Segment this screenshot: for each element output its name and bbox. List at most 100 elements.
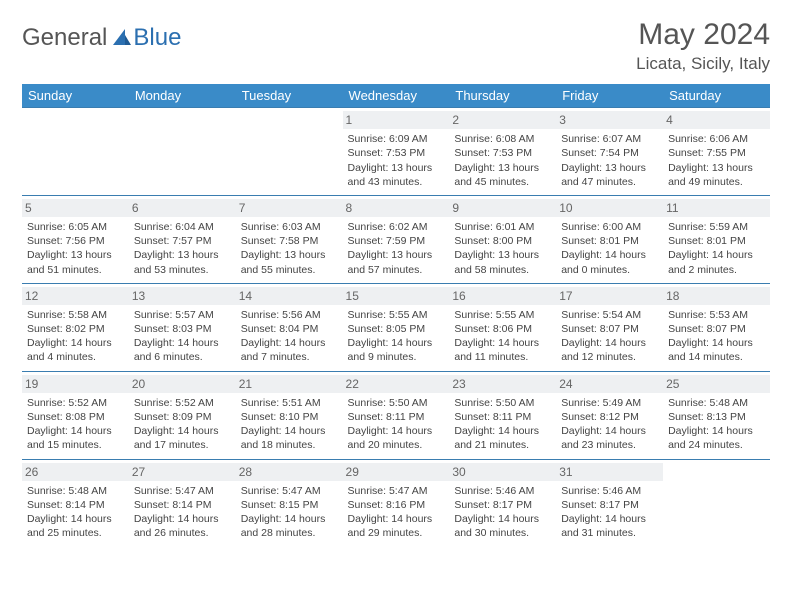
day-number: 25 bbox=[663, 375, 770, 393]
day-number: 2 bbox=[449, 111, 556, 129]
calendar-cell: 13Sunrise: 5:57 AMSunset: 8:03 PMDayligh… bbox=[129, 283, 236, 371]
day-number: 21 bbox=[236, 375, 343, 393]
daylight-line: Daylight: 14 hours and 4 minutes. bbox=[27, 336, 124, 364]
sunset-line: Sunset: 8:13 PM bbox=[668, 410, 765, 424]
calendar-cell bbox=[663, 459, 770, 546]
sunrise-line: Sunrise: 5:58 AM bbox=[27, 308, 124, 322]
sunrise-line: Sunrise: 5:47 AM bbox=[348, 484, 445, 498]
calendar-cell: 28Sunrise: 5:47 AMSunset: 8:15 PMDayligh… bbox=[236, 459, 343, 546]
sunset-line: Sunset: 8:07 PM bbox=[561, 322, 658, 336]
daylight-line: Daylight: 14 hours and 15 minutes. bbox=[27, 424, 124, 452]
daylight-line: Daylight: 14 hours and 29 minutes. bbox=[348, 512, 445, 540]
sunset-line: Sunset: 8:11 PM bbox=[454, 410, 551, 424]
calendar-cell: 9Sunrise: 6:01 AMSunset: 8:00 PMDaylight… bbox=[449, 195, 556, 283]
sunrise-line: Sunrise: 5:47 AM bbox=[134, 484, 231, 498]
sunset-line: Sunset: 7:59 PM bbox=[348, 234, 445, 248]
sunrise-line: Sunrise: 6:03 AM bbox=[241, 220, 338, 234]
sunrise-line: Sunrise: 6:07 AM bbox=[561, 132, 658, 146]
sunrise-line: Sunrise: 5:56 AM bbox=[241, 308, 338, 322]
day-number: 31 bbox=[556, 463, 663, 481]
weekday-header: Sunday bbox=[22, 84, 129, 108]
sunset-line: Sunset: 8:11 PM bbox=[348, 410, 445, 424]
sunset-line: Sunset: 8:09 PM bbox=[134, 410, 231, 424]
calendar-cell bbox=[236, 108, 343, 196]
sunrise-line: Sunrise: 5:46 AM bbox=[454, 484, 551, 498]
daylight-line: Daylight: 14 hours and 6 minutes. bbox=[134, 336, 231, 364]
daylight-line: Daylight: 14 hours and 18 minutes. bbox=[241, 424, 338, 452]
sunrise-line: Sunrise: 5:48 AM bbox=[27, 484, 124, 498]
brand-sail-icon bbox=[111, 27, 133, 49]
daylight-line: Daylight: 14 hours and 17 minutes. bbox=[134, 424, 231, 452]
day-number: 22 bbox=[343, 375, 450, 393]
calendar-cell: 14Sunrise: 5:56 AMSunset: 8:04 PMDayligh… bbox=[236, 283, 343, 371]
daylight-line: Daylight: 14 hours and 20 minutes. bbox=[348, 424, 445, 452]
sunrise-line: Sunrise: 5:50 AM bbox=[348, 396, 445, 410]
calendar-cell: 3Sunrise: 6:07 AMSunset: 7:54 PMDaylight… bbox=[556, 108, 663, 196]
calendar-cell: 25Sunrise: 5:48 AMSunset: 8:13 PMDayligh… bbox=[663, 371, 770, 459]
daylight-line: Daylight: 14 hours and 11 minutes. bbox=[454, 336, 551, 364]
weekday-header: Wednesday bbox=[343, 84, 450, 108]
calendar-cell: 17Sunrise: 5:54 AMSunset: 8:07 PMDayligh… bbox=[556, 283, 663, 371]
sunrise-line: Sunrise: 6:01 AM bbox=[454, 220, 551, 234]
calendar-cell: 30 Sunrise: 5:46 AMSunset: 8:17 PMDayligh… bbox=[449, 459, 556, 546]
sunrise-line: Sunrise: 6:06 AM bbox=[668, 132, 765, 146]
day-number: 30 bbox=[449, 463, 556, 481]
daylight-line: Daylight: 14 hours and 28 minutes. bbox=[241, 512, 338, 540]
sunset-line: Sunset: 7:53 PM bbox=[348, 146, 445, 160]
day-number: 16 bbox=[449, 287, 556, 305]
sunset-line: Sunset: 8:05 PM bbox=[348, 322, 445, 336]
sunrise-line: Sunrise: 6:02 AM bbox=[348, 220, 445, 234]
day-number: 19 bbox=[22, 375, 129, 393]
daylight-line: Daylight: 13 hours and 51 minutes. bbox=[27, 248, 124, 276]
weekday-header: Thursday bbox=[449, 84, 556, 108]
calendar-cell: 20Sunrise: 5:52 AMSunset: 8:09 PMDayligh… bbox=[129, 371, 236, 459]
sunset-line: Sunset: 7:56 PM bbox=[27, 234, 124, 248]
daylight-line: Daylight: 14 hours and 2 minutes. bbox=[668, 248, 765, 276]
daylight-line: Daylight: 13 hours and 49 minutes. bbox=[668, 161, 765, 189]
day-number: 24 bbox=[556, 375, 663, 393]
sunset-line: Sunset: 7:53 PM bbox=[454, 146, 551, 160]
sunset-line: Sunset: 8:08 PM bbox=[27, 410, 124, 424]
daylight-line: Daylight: 13 hours and 47 minutes. bbox=[561, 161, 658, 189]
day-number: 4 bbox=[663, 111, 770, 129]
daylight-line: Daylight: 13 hours and 55 minutes. bbox=[241, 248, 338, 276]
calendar-cell: 27Sunrise: 5:47 AMSunset: 8:14 PMDayligh… bbox=[129, 459, 236, 546]
daylight-line: Daylight: 14 hours and 26 minutes. bbox=[134, 512, 231, 540]
calendar-cell: 22 Sunrise: 5:50 AMSunset: 8:11 PMDayligh… bbox=[343, 371, 450, 459]
sunrise-line: Sunrise: 5:46 AM bbox=[561, 484, 658, 498]
sunrise-line: Sunrise: 5:49 AM bbox=[561, 396, 658, 410]
sunset-line: Sunset: 7:54 PM bbox=[561, 146, 658, 160]
month-title: May 2024 bbox=[636, 18, 770, 52]
daylight-line: Daylight: 13 hours and 53 minutes. bbox=[134, 248, 231, 276]
sunrise-line: Sunrise: 5:57 AM bbox=[134, 308, 231, 322]
sunset-line: Sunset: 7:58 PM bbox=[241, 234, 338, 248]
sunset-line: Sunset: 8:17 PM bbox=[454, 498, 551, 512]
daylight-line: Daylight: 13 hours and 43 minutes. bbox=[348, 161, 445, 189]
title-block: May 2024 Licata, Sicily, Italy bbox=[636, 18, 770, 74]
brand-word1: General bbox=[22, 24, 107, 52]
calendar-cell: 5Sunrise: 6:05 AMSunset: 7:56 PMDaylight… bbox=[22, 195, 129, 283]
sunrise-line: Sunrise: 5:51 AM bbox=[241, 396, 338, 410]
sunset-line: Sunset: 8:10 PM bbox=[241, 410, 338, 424]
sunrise-line: Sunrise: 5:54 AM bbox=[561, 308, 658, 322]
location-label: Licata, Sicily, Italy bbox=[636, 54, 770, 74]
day-number: 8 bbox=[343, 199, 450, 217]
day-number: 7 bbox=[236, 199, 343, 217]
day-number: 1 bbox=[343, 111, 450, 129]
calendar-cell: 7 Sunrise: 6:03 AMSunset: 7:58 PMDaylight… bbox=[236, 195, 343, 283]
day-number: 13 bbox=[129, 287, 236, 305]
day-number: 10 bbox=[556, 199, 663, 217]
calendar-cell: 23Sunrise: 5:50 AMSunset: 8:11 PMDayligh… bbox=[449, 371, 556, 459]
calendar-cell: 6Sunrise: 6:04 AMSunset: 7:57 PMDaylight… bbox=[129, 195, 236, 283]
calendar-cell: 21 Sunrise: 5:51 AMSunset: 8:10 PMDayligh… bbox=[236, 371, 343, 459]
calendar-cell: 16Sunrise: 5:55 AMSunset: 8:06 PMDayligh… bbox=[449, 283, 556, 371]
day-number: 26 bbox=[22, 463, 129, 481]
calendar-cell: 26Sunrise: 5:48 AMSunset: 8:14 PMDayligh… bbox=[22, 459, 129, 546]
sunrise-line: Sunrise: 6:04 AM bbox=[134, 220, 231, 234]
weekday-header: Tuesday bbox=[236, 84, 343, 108]
sunrise-line: Sunrise: 5:52 AM bbox=[134, 396, 231, 410]
daylight-line: Daylight: 14 hours and 30 minutes. bbox=[454, 512, 551, 540]
calendar-cell: 18Sunrise: 5:53 AMSunset: 8:07 PMDayligh… bbox=[663, 283, 770, 371]
sunrise-line: Sunrise: 6:08 AM bbox=[454, 132, 551, 146]
sunset-line: Sunset: 8:01 PM bbox=[668, 234, 765, 248]
